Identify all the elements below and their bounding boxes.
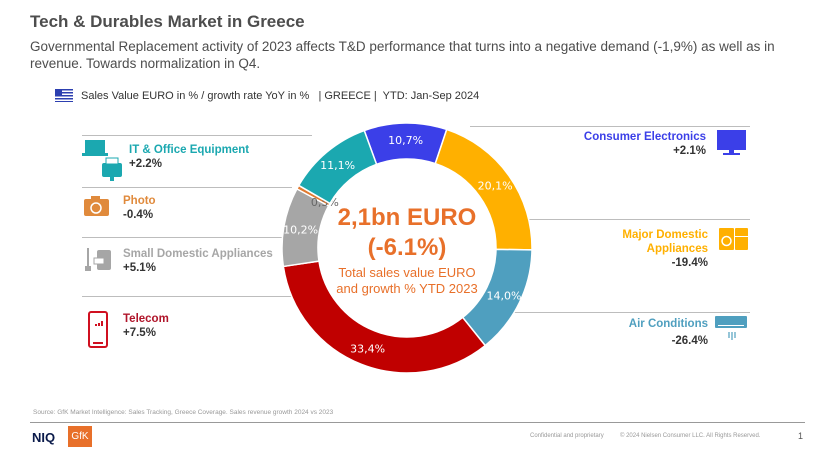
- caption-line: Total sales value EURO: [338, 265, 476, 280]
- category-major-domestic: Major Domestic Appliances -19.4%: [560, 228, 708, 270]
- category-name: IT & Office Equipment: [129, 144, 250, 156]
- divider: [510, 312, 750, 313]
- air-conditioner-icon: [715, 316, 747, 340]
- footer-divider: [30, 422, 805, 423]
- category-consumer-electronics: Consumer Electronics +2.1%: [560, 130, 706, 158]
- category-name: Major Domestic: [622, 229, 708, 241]
- small-appliance-icon: [85, 248, 111, 271]
- category-growth: -26.4%: [671, 335, 708, 347]
- caption-line: and growth % YTD 2023: [336, 281, 478, 296]
- category-growth: +2.1%: [673, 145, 706, 157]
- slide-subtitle: Governmental Replacement activity of 202…: [30, 39, 775, 71]
- donut-slice-3: [282, 260, 487, 374]
- source-note: Source: GfK Market Intelligence: Sales T…: [33, 409, 334, 416]
- category-name: Photo: [123, 195, 156, 207]
- category-name: Small Domestic Appliances: [123, 248, 273, 260]
- page-number: 1: [798, 431, 804, 441]
- category-growth: +5.1%: [123, 262, 156, 274]
- category-growth: -0.4%: [123, 209, 154, 221]
- legend-text: Sales Value EURO in % / growth rate YoY …: [81, 89, 480, 102]
- category-growth: -19.4%: [671, 257, 708, 269]
- washing-machine-fridge-icon: [719, 228, 748, 250]
- category-name: Consumer Electronics: [583, 131, 706, 143]
- total-growth: (-6.1%): [367, 234, 447, 261]
- category-air-conditions: Air Conditions -26.4%: [560, 317, 708, 348]
- total-value: 2,1bn EURO (-6.1%): [307, 203, 507, 263]
- smartphone-icon: [88, 311, 108, 348]
- donut-slice-6: [297, 129, 378, 205]
- total-sales: 2,1bn EURO: [337, 204, 477, 231]
- category-it-office: IT & Office Equipment +2.2%: [129, 143, 249, 171]
- greece-flag-icon: [55, 89, 73, 102]
- laptop-printer-icon: [82, 140, 122, 181]
- total-caption: Total sales value EURO and growth % YTD …: [307, 265, 507, 297]
- slide-title: Tech & Durables Market in Greece: [30, 12, 305, 31]
- donut-label-3: 33,4%: [350, 343, 385, 356]
- category-photo: Photo -0.4%: [123, 194, 156, 222]
- divider: [82, 187, 292, 188]
- niq-logo: NIQ: [32, 430, 56, 445]
- divider: [82, 296, 292, 297]
- category-telecom: Telecom +7.5%: [123, 312, 169, 340]
- copyright: © 2024 Nielsen Consumer LLC. All Rights …: [620, 433, 761, 439]
- confidential-note: Confidential and proprietary: [530, 433, 604, 439]
- donut-label-0: 10,7%: [388, 134, 423, 147]
- category-growth: +2.2%: [129, 158, 162, 170]
- category-growth: +7.5%: [123, 327, 156, 339]
- category-name: Telecom: [123, 313, 169, 325]
- donut-label-4: 10,2%: [283, 223, 318, 236]
- divider: [528, 219, 750, 220]
- divider: [82, 237, 287, 238]
- donut-label-2: 14,0%: [487, 289, 522, 302]
- camera-icon: [84, 196, 109, 216]
- divider: [470, 126, 750, 127]
- category-small-domestic: Small Domestic Appliances +5.1%: [123, 247, 273, 275]
- donut-label-6: 11,1%: [320, 159, 355, 172]
- category-name: Appliances: [646, 243, 708, 255]
- donut-label-1: 20,1%: [478, 180, 513, 193]
- legend: Sales Value EURO in % / growth rate YoY …: [55, 89, 479, 102]
- category-name: Air Conditions: [628, 318, 708, 330]
- divider: [82, 135, 312, 136]
- tv-icon: [717, 130, 746, 155]
- gfk-logo: GfK: [68, 426, 92, 447]
